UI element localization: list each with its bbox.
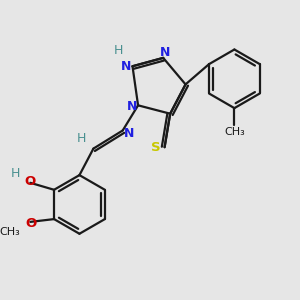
Text: O: O (25, 175, 36, 188)
Text: N: N (124, 127, 134, 140)
Text: N: N (127, 100, 137, 113)
Text: N: N (159, 46, 170, 59)
Text: H: H (77, 132, 86, 145)
Text: CH₃: CH₃ (224, 127, 245, 137)
Text: CH₃: CH₃ (0, 227, 21, 237)
Text: H: H (10, 167, 20, 180)
Text: S: S (151, 141, 160, 154)
Text: O: O (25, 217, 37, 230)
Text: H: H (114, 44, 123, 57)
Text: N: N (121, 60, 131, 73)
